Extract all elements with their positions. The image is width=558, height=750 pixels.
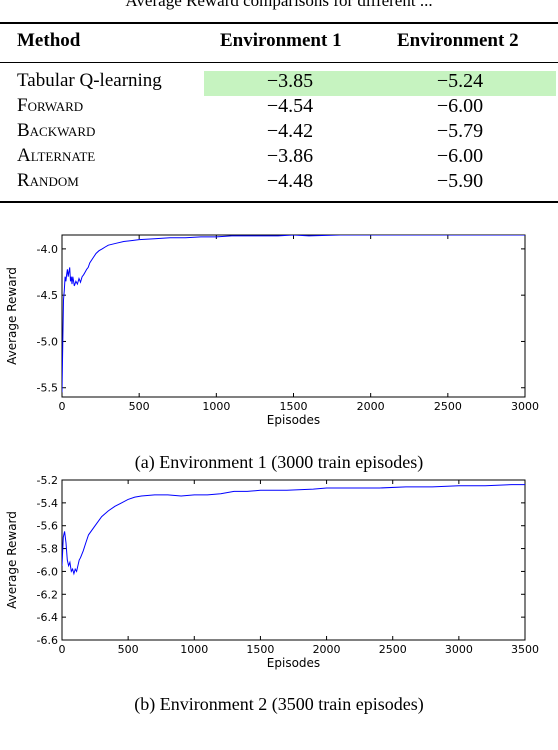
x-tick-label: 0	[59, 643, 66, 656]
x-axis-label: Episodes	[267, 656, 320, 670]
table-bottom-rule	[0, 201, 558, 203]
y-tick-label: -5.2	[37, 474, 58, 487]
y-tick-label: -5.6	[37, 520, 58, 533]
env2-cell: −6.00	[436, 95, 484, 117]
y-tick-label: -5.8	[37, 543, 58, 556]
table-row: Alternate −3.86 −6.00	[0, 145, 558, 170]
env2-cell: −5.79	[436, 120, 484, 142]
y-tick-label: -5.0	[37, 335, 58, 348]
y-tick-label: -4.0	[37, 243, 58, 256]
x-tick-label: 0	[59, 400, 66, 413]
caption-a: (a) Environment 1 (3000 train episodes)	[134, 452, 424, 472]
plot-frame	[61, 234, 526, 398]
table-row: Random −4.48 −5.90	[0, 170, 558, 195]
x-tick-label: 3000	[511, 400, 539, 413]
table-row: Tabular Q-learning −3.85 −5.24	[0, 70, 558, 95]
clipped-caption: Average Reward comparisons for different…	[125, 0, 433, 10]
x-tick-label: 1000	[202, 400, 230, 413]
header-method: Method	[17, 30, 81, 51]
y-axis-label: Average Reward	[5, 511, 19, 609]
y-tick-label: -6.2	[37, 588, 58, 601]
env1-cell: −4.48	[266, 170, 314, 192]
best-row-highlight	[204, 71, 556, 96]
y-tick-label: -6.0	[37, 565, 58, 578]
plot-frame	[61, 479, 526, 641]
x-tick-label: 3000	[445, 643, 473, 656]
env1-cell: −3.86	[266, 145, 314, 167]
table-mid-rule	[0, 62, 558, 63]
header-env2: Environment 2	[397, 30, 519, 51]
table-top-rule	[0, 22, 558, 24]
method-cell: Forward	[17, 95, 84, 116]
x-tick-label: 1500	[246, 643, 274, 656]
y-tick-label: -4.5	[37, 289, 58, 302]
env2-cell: −5.90	[436, 170, 484, 192]
y-tick-label: -5.5	[37, 382, 58, 395]
method-cell: Alternate	[17, 145, 96, 166]
y-tick-label: -6.4	[37, 611, 58, 624]
table-row: Forward −4.54 −6.00	[0, 95, 558, 120]
header-env1: Environment 1	[220, 30, 342, 51]
table-row: Backward −4.42 −5.79	[0, 120, 558, 145]
env1-cell: −3.85	[266, 70, 314, 92]
env2-cell: −5.24	[436, 70, 484, 92]
x-tick-label: 500	[118, 643, 139, 656]
y-tick-label: -6.6	[37, 634, 58, 647]
chart-environment-2: 0 500 1000 1500 2000 2500 3000 3500 -5.2 -5.4 -5.6…	[5, 474, 539, 670]
env2-cell: −6.00	[436, 145, 484, 167]
method-cell: Tabular Q-learning	[17, 70, 162, 91]
x-tick-label: 3500	[511, 643, 539, 656]
env1-cell: −4.42	[266, 120, 314, 142]
series-line	[62, 484, 525, 576]
caption-b: (b) Environment 2 (3500 train episodes)	[134, 694, 424, 714]
series-line	[62, 235, 525, 393]
method-cell: Backward	[17, 120, 96, 141]
x-tick-label: 2000	[357, 400, 385, 413]
y-tick-label: -5.4	[37, 497, 58, 510]
x-tick-label: 2000	[313, 643, 341, 656]
env1-cell: −4.54	[266, 95, 314, 117]
x-tick-label: 1000	[180, 643, 208, 656]
chart-environment-1: 0 500 1000 1500 2000 2500 3000 -4.0 -4.5 -5.0 -5.5…	[5, 234, 539, 427]
x-tick-label: 2500	[434, 400, 462, 413]
x-axis-label: Episodes	[267, 413, 320, 427]
x-tick-label: 2500	[379, 643, 407, 656]
x-tick-label: 500	[129, 400, 150, 413]
y-axis-label: Average Reward	[5, 267, 19, 365]
x-tick-label: 1500	[280, 400, 308, 413]
method-cell: Random	[17, 170, 79, 191]
